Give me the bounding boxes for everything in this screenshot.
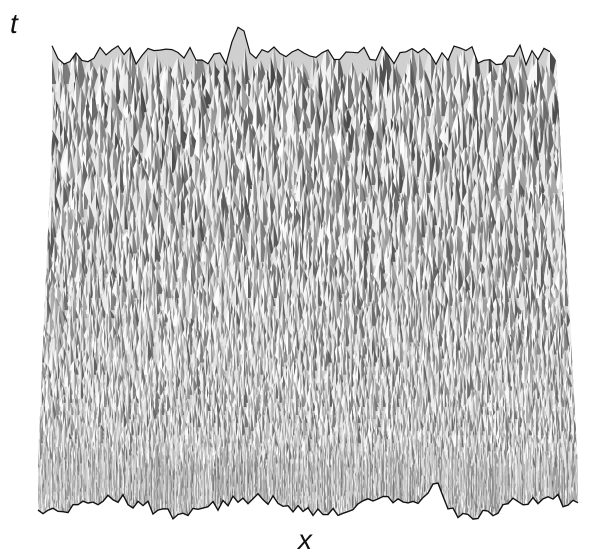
x-axis-label: x [298, 526, 312, 554]
t-axis-label: t [10, 10, 18, 38]
surface-top-edge [51, 26, 551, 67]
surface-bottom-edge [37, 482, 579, 521]
